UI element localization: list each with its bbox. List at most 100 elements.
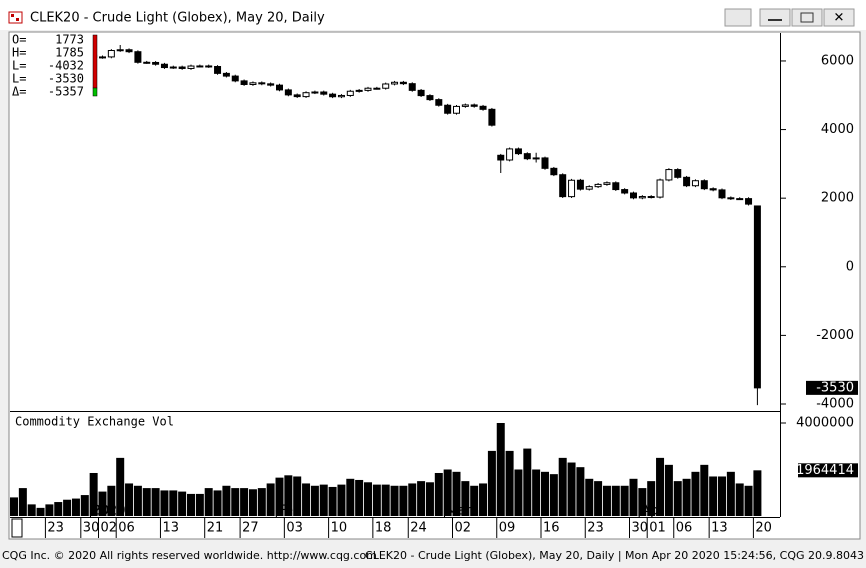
status-left: CQG Inc. © 2020 All rights reserved worl… bbox=[2, 549, 377, 562]
scroll-handle[interactable] bbox=[11, 518, 23, 538]
volume-bar bbox=[461, 481, 470, 516]
candle-body bbox=[444, 104, 452, 114]
chart-area bbox=[8, 31, 861, 540]
candle-body bbox=[647, 196, 655, 199]
volume-bar bbox=[434, 472, 443, 516]
volume-bar bbox=[541, 471, 549, 516]
volume-bar bbox=[594, 481, 603, 516]
volume-bar bbox=[718, 476, 726, 516]
candle-body bbox=[391, 81, 399, 85]
volume-bar bbox=[275, 477, 284, 516]
y-tick-label: 4000 bbox=[821, 122, 854, 137]
x-tick-label: 30 bbox=[632, 521, 649, 536]
volume-bar bbox=[399, 485, 408, 516]
volume-bar bbox=[611, 485, 620, 516]
app-icon bbox=[8, 11, 23, 24]
volume-bar bbox=[673, 481, 682, 516]
volume-bar bbox=[284, 475, 293, 516]
candle-body bbox=[479, 105, 487, 110]
volume-bar bbox=[27, 504, 36, 516]
y-tick-label: 6000 bbox=[821, 53, 854, 68]
y-tick-label: -2000 bbox=[816, 328, 854, 343]
candle-body bbox=[249, 82, 257, 85]
volume-bar bbox=[169, 490, 178, 516]
volume-bar bbox=[355, 479, 364, 516]
volume-bar bbox=[691, 471, 700, 516]
volume-bar bbox=[248, 489, 257, 516]
volume-bar bbox=[726, 471, 735, 516]
quote-value: -4032 bbox=[48, 59, 84, 73]
volume-bar bbox=[452, 471, 461, 516]
volume-bar bbox=[10, 497, 18, 516]
volume-bar bbox=[443, 469, 452, 516]
candle-body bbox=[169, 66, 177, 69]
volume-bar bbox=[133, 485, 142, 516]
volume-bar bbox=[381, 484, 390, 516]
close-button[interactable] bbox=[823, 8, 855, 27]
candle-body bbox=[187, 65, 195, 69]
candle-body bbox=[320, 91, 328, 95]
volume-bar bbox=[18, 488, 27, 516]
volume-bar bbox=[71, 498, 80, 516]
volume-bar bbox=[514, 469, 523, 516]
candle-body bbox=[621, 189, 629, 194]
x-tick-label: 13 bbox=[711, 521, 728, 536]
volume-bar bbox=[479, 483, 488, 516]
link-button[interactable] bbox=[724, 8, 752, 27]
volume-bar bbox=[151, 488, 160, 516]
volume-bar bbox=[372, 484, 381, 516]
window-title: CLEK20 - Crude Light (Globex), May 20, D… bbox=[30, 11, 325, 26]
volume-bar bbox=[222, 485, 231, 516]
volume-bar bbox=[337, 484, 346, 516]
candle-body bbox=[665, 169, 673, 181]
candle-body bbox=[134, 51, 142, 63]
volume-bar bbox=[160, 490, 169, 516]
x-tick-label: 23 bbox=[47, 521, 64, 536]
candle-body bbox=[205, 65, 213, 68]
volume-bar bbox=[753, 470, 762, 516]
last-volume-box bbox=[798, 463, 858, 478]
volume-bar bbox=[664, 464, 673, 516]
x-tick-label: 16 bbox=[543, 521, 560, 536]
volume-bar bbox=[558, 457, 567, 516]
candle-body bbox=[461, 104, 469, 107]
candle-body bbox=[638, 196, 646, 199]
volume-bar bbox=[98, 491, 107, 516]
candle-body bbox=[612, 182, 620, 191]
volume-bar bbox=[487, 450, 496, 516]
volume-title: Commodity Exchange Vol bbox=[15, 415, 174, 429]
candle-body bbox=[594, 183, 602, 188]
x-tick-label: 18 bbox=[375, 521, 392, 536]
x-tick-label: 02 bbox=[101, 521, 118, 536]
candle-body bbox=[196, 65, 204, 68]
candle-body bbox=[656, 179, 664, 198]
candle-body bbox=[284, 89, 292, 96]
minimize-button[interactable] bbox=[759, 8, 791, 27]
volume-bar bbox=[178, 491, 187, 516]
volume-bar bbox=[425, 482, 434, 516]
candle-body bbox=[143, 61, 151, 64]
restore-icon bbox=[800, 12, 814, 23]
restore-button[interactable] bbox=[791, 8, 823, 27]
volume-bar bbox=[735, 483, 744, 516]
x-tick-label: 09 bbox=[499, 521, 516, 536]
volume-bar bbox=[390, 485, 399, 516]
last-price-label: -3530 bbox=[816, 380, 854, 395]
candle-body bbox=[346, 90, 354, 96]
volume-bar bbox=[89, 472, 98, 516]
candle-body bbox=[311, 91, 319, 94]
candle-body bbox=[532, 157, 540, 160]
volume-bar bbox=[36, 507, 45, 516]
quote-label: O= bbox=[12, 33, 26, 47]
volume-bar bbox=[656, 457, 665, 516]
quote-label: L= bbox=[12, 59, 26, 73]
last-volume-label: 1964414 bbox=[796, 463, 854, 478]
quote-box bbox=[10, 33, 93, 97]
candle-body bbox=[329, 93, 337, 98]
x-tick-label: 13 bbox=[162, 521, 179, 536]
candle-body bbox=[576, 179, 584, 190]
volume-bar bbox=[523, 448, 532, 516]
candle-body bbox=[506, 148, 514, 161]
x-tick-label: 21 bbox=[207, 521, 224, 536]
